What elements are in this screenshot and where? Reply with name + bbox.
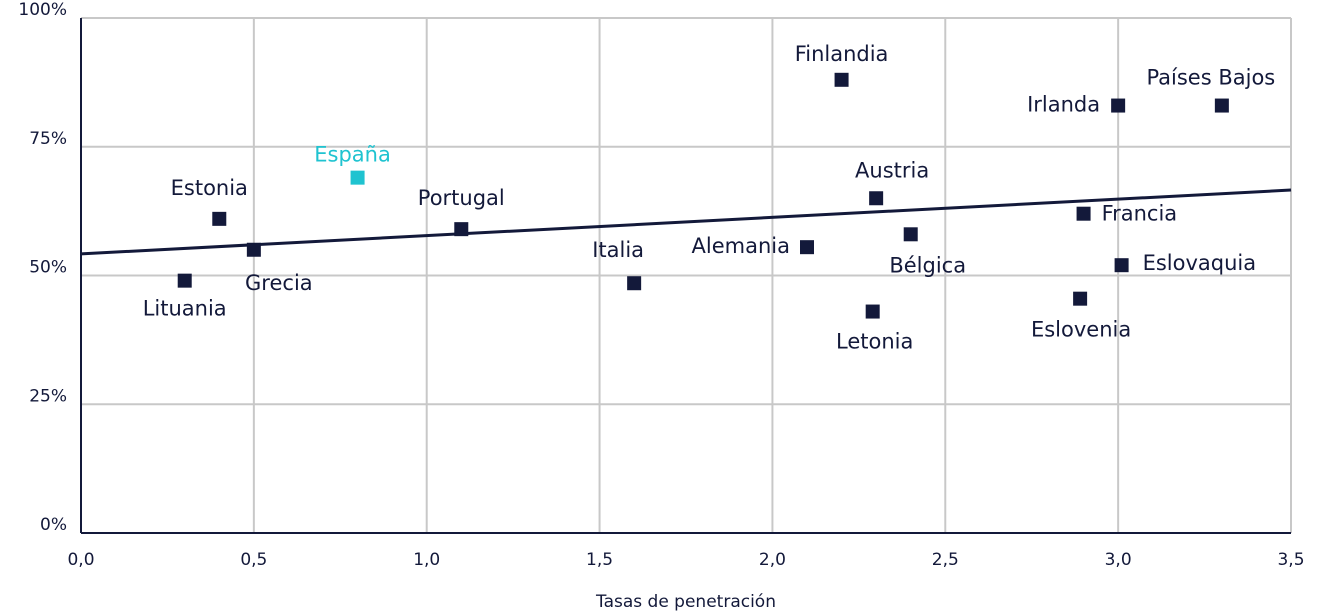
x-tick-label: 0,0	[67, 550, 94, 570]
x-tick-label: 3,5	[1277, 550, 1304, 570]
point	[903, 227, 918, 242]
x-tick-label: 2,0	[759, 550, 786, 570]
point	[834, 72, 849, 87]
point-label: Austria	[855, 158, 929, 182]
point-label: España	[314, 143, 391, 167]
y-tick-label: 50%	[29, 258, 67, 278]
point-label: Irlanda	[1027, 93, 1100, 117]
y-tick-label: 75%	[29, 129, 67, 149]
point-label: Letonia	[836, 330, 913, 354]
point	[1076, 206, 1091, 221]
point-label: Eslovaquia	[1143, 251, 1257, 275]
point	[800, 240, 814, 255]
point	[865, 304, 880, 319]
point	[1111, 98, 1126, 113]
y-tick-label: 25%	[29, 386, 67, 406]
point-label: Estonia	[171, 176, 248, 200]
point	[869, 191, 884, 206]
trend-line	[80, 188, 1292, 256]
point-label: Países Bajos	[1146, 66, 1275, 90]
point-label: Finlandia	[795, 42, 889, 66]
point-label: Bélgica	[889, 253, 966, 277]
point-label: Grecia	[245, 271, 313, 295]
point	[350, 170, 365, 185]
x-tick-label: 3,0	[1105, 550, 1132, 570]
x-tick-label: 2,5	[932, 550, 959, 570]
x-tick-label: 0,5	[240, 550, 267, 570]
x-tick-label: 1,5	[586, 550, 613, 570]
point	[212, 211, 227, 226]
point-label: Alemania	[692, 234, 790, 258]
point	[454, 222, 469, 237]
point	[1114, 258, 1129, 273]
point-label: Italia	[592, 238, 644, 262]
point-label: Francia	[1102, 202, 1178, 226]
y-tick-label: 0%	[40, 515, 67, 535]
point	[177, 273, 192, 288]
point-label: Portugal	[418, 186, 505, 210]
point-label: Lituania	[143, 297, 227, 321]
x-axis-title: Tasas de penetración	[595, 592, 776, 612]
x-tick-label: 1,0	[413, 550, 440, 570]
y-tick-label: 100%	[18, 0, 67, 20]
point-label: Eslovenia	[1031, 318, 1131, 342]
point	[627, 276, 642, 291]
point	[1214, 98, 1229, 113]
point	[1073, 291, 1088, 306]
point	[246, 242, 261, 257]
